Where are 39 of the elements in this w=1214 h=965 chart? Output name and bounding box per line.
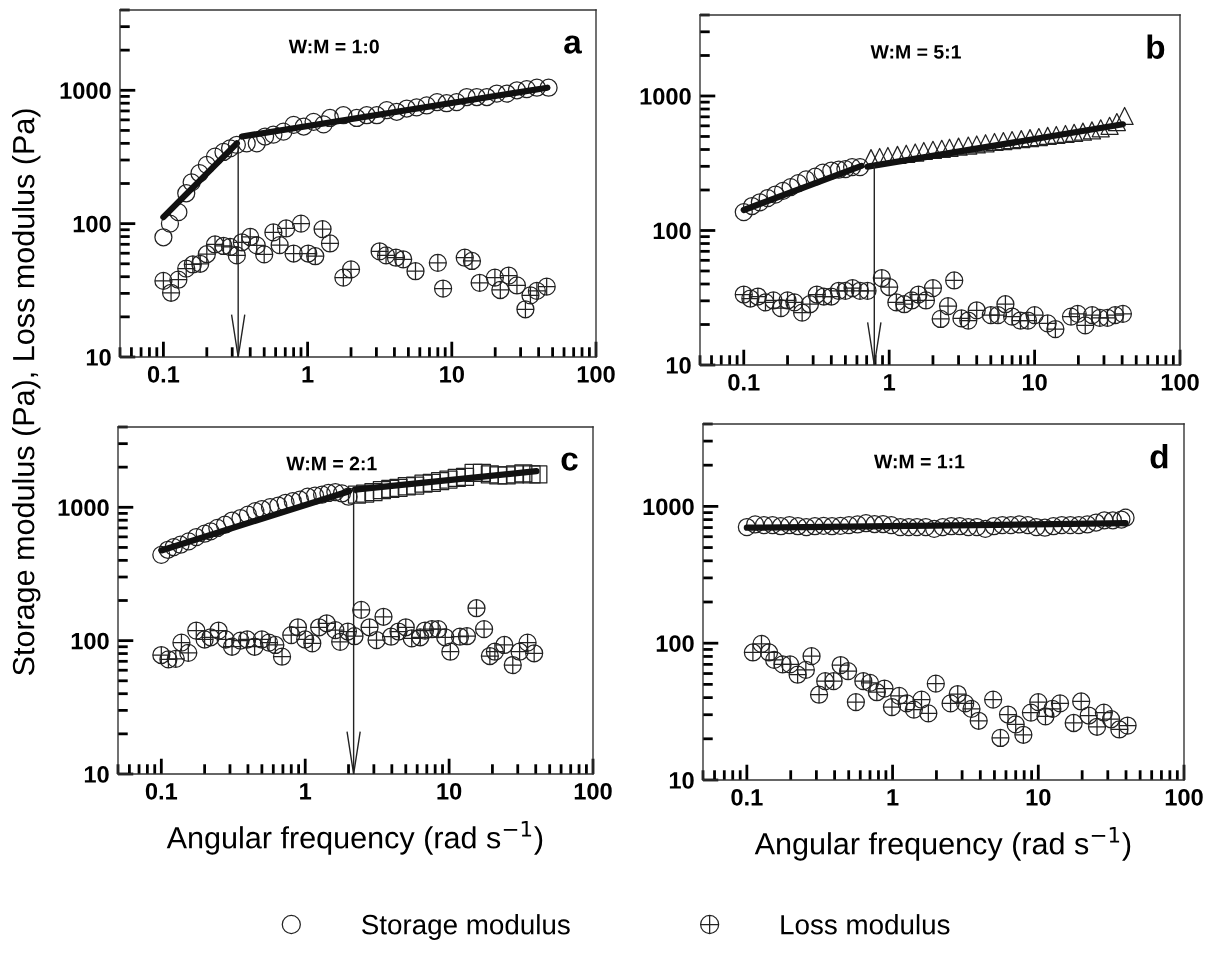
x-tick-label: 1 [302,366,314,383]
annotation: a [564,35,582,54]
y-tick-label: 1000 [640,88,691,105]
x-tick-label: 0.1 [731,788,763,806]
text: W:M = 1:1 [874,454,965,469]
x-tick-label: 1 [884,374,896,391]
y-tick-label: 1000 [60,82,111,100]
x-tick-label: 100 [574,782,612,800]
y-tick-label: 100 [653,222,691,240]
x-tick-label: 10 [440,365,464,383]
y-tick-label: 100 [656,635,694,652]
y-tick-label: 100 [73,215,111,233]
text: W:M = 1:0 [288,39,379,54]
y-tick-label: 10 [84,766,109,783]
x-tick-label: 10 [437,782,462,800]
x-tick-label: 1 [887,789,899,806]
text: W:M = 5:1 [870,45,961,59]
y-tick-label: 100 [71,632,109,650]
x-tick-label: 100 [1161,373,1199,391]
annotation: c [561,452,578,471]
x-tick-label: 100 [577,365,615,383]
x-tick-label: 1 [300,783,312,800]
x-axis-title: Angular frequency (rad s$^{−1}$) [754,827,1131,861]
legend-label: Loss modulus [781,914,950,935]
y-tick-label: 1000 [58,499,109,517]
legend-label: Storage modulus [362,914,570,940]
annotation: d [1150,444,1168,469]
y-axis-title: Storage modulus (Pa), Loss modulus (Pa) [12,109,41,676]
x-tick-label: 0.1 [147,365,180,383]
y-tick-label: 1000 [643,498,694,516]
x-axis-title: Angular frequency (rad s$^{−1}$) [166,821,543,855]
x-tick-label: 10 [1022,373,1047,391]
y-tick-label: 10 [86,349,111,366]
text: W:M = 2:1 [286,456,377,471]
x-tick-label: 0.1 [145,782,178,800]
x-tick-label: 10 [1026,788,1051,806]
x-tick-label: 0.1 [728,373,760,391]
x-tick-label: 100 [1165,788,1203,806]
annotation: b [1147,34,1165,59]
